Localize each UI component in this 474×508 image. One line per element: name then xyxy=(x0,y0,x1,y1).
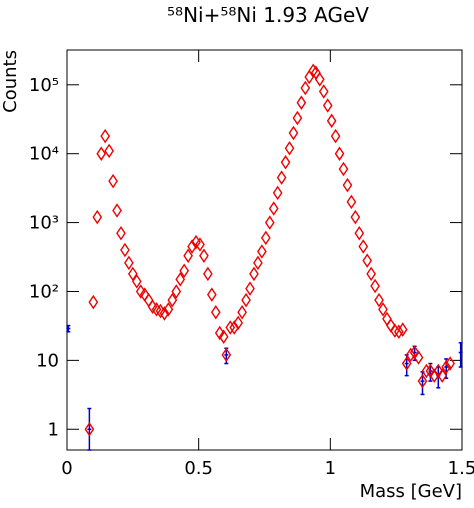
data-point xyxy=(268,201,279,216)
data-point xyxy=(433,363,444,379)
data-point xyxy=(187,239,197,254)
x-tick-label: 0.5 xyxy=(184,458,213,479)
data-point xyxy=(362,253,373,268)
data-point xyxy=(92,209,103,225)
data-point xyxy=(116,225,126,241)
data-point xyxy=(175,272,186,287)
data-point xyxy=(210,304,221,320)
data-point xyxy=(405,347,416,363)
y-tick-label: 10² xyxy=(29,281,59,302)
data-point xyxy=(229,320,240,335)
data-point xyxy=(300,80,311,96)
data-point xyxy=(179,263,190,279)
data-point xyxy=(378,302,388,317)
data-point xyxy=(167,292,178,308)
y-tick-label: 10³ xyxy=(29,213,59,234)
data-point xyxy=(346,194,357,210)
data-point xyxy=(413,350,424,365)
y-tick-label: 10⁵ xyxy=(29,75,59,96)
data-point xyxy=(280,155,291,170)
data-point xyxy=(147,299,158,315)
y-tick-label: 1 xyxy=(48,419,59,440)
data-point xyxy=(260,230,271,246)
data-point xyxy=(334,146,345,161)
data-point xyxy=(233,315,244,331)
data-point xyxy=(225,320,236,335)
data-point xyxy=(272,185,283,201)
data-point xyxy=(206,287,217,302)
x-axis-label: Mass [GeV] xyxy=(360,481,462,502)
data-point xyxy=(124,255,134,271)
y-tick-label: 10⁴ xyxy=(29,144,59,165)
data-point xyxy=(155,303,166,319)
data-point xyxy=(441,359,452,375)
data-point xyxy=(108,173,118,189)
data-point xyxy=(326,113,337,129)
x-tick-label: 1 xyxy=(325,458,336,479)
data-point xyxy=(401,356,412,371)
data-point xyxy=(308,63,319,79)
data-point xyxy=(284,140,295,156)
data-point xyxy=(88,294,99,310)
data-point xyxy=(84,421,95,437)
data-point xyxy=(257,244,267,259)
data-point xyxy=(288,125,299,141)
data-point xyxy=(100,128,111,144)
y-axis-label: Counts xyxy=(0,50,21,113)
data-point xyxy=(318,84,329,99)
data-point xyxy=(366,266,376,282)
data-point xyxy=(131,274,142,289)
data-point xyxy=(342,177,353,193)
data-point xyxy=(370,278,380,294)
data-point xyxy=(151,302,162,317)
data-point xyxy=(358,239,369,254)
data-point xyxy=(264,215,275,230)
data-point xyxy=(203,266,213,282)
data-point xyxy=(159,306,170,321)
data-point xyxy=(314,72,325,87)
chart-title: ⁵⁸Ni+⁵⁸Ni 1.93 AGeV xyxy=(167,3,369,27)
data-point xyxy=(429,368,440,383)
data-point xyxy=(397,322,408,337)
data-point xyxy=(350,209,361,225)
data-point xyxy=(253,255,263,271)
data-point xyxy=(437,368,448,383)
data-point xyxy=(354,225,365,241)
data-point xyxy=(104,143,114,159)
data-point xyxy=(163,302,174,317)
data-point xyxy=(245,281,255,296)
data-point xyxy=(183,248,193,264)
data-point xyxy=(120,242,130,258)
data-point xyxy=(195,237,205,252)
data-point xyxy=(218,329,229,345)
data-point xyxy=(425,363,436,379)
data-point xyxy=(221,347,232,363)
data-point xyxy=(237,304,247,320)
data-point xyxy=(374,292,384,308)
data-point xyxy=(338,161,349,177)
data-point xyxy=(199,248,209,264)
x-tick-label: 0 xyxy=(61,458,72,479)
x-tick-label: 1.5 xyxy=(448,458,474,479)
data-point xyxy=(445,356,455,371)
data-point xyxy=(393,324,404,340)
data-point xyxy=(296,95,307,110)
data-point xyxy=(276,170,287,185)
data-point xyxy=(330,128,341,144)
data-point xyxy=(96,146,107,161)
data-point xyxy=(112,203,122,218)
data-point xyxy=(127,266,138,282)
data-point xyxy=(292,110,303,126)
data-point xyxy=(171,284,182,299)
data-point xyxy=(241,292,251,308)
y-tick-label: 10 xyxy=(36,350,59,371)
data-point xyxy=(421,363,432,379)
data-point xyxy=(214,325,225,341)
data-point xyxy=(417,373,428,389)
data-point xyxy=(249,266,259,282)
data-point xyxy=(322,98,333,113)
plot-frame xyxy=(66,49,463,451)
